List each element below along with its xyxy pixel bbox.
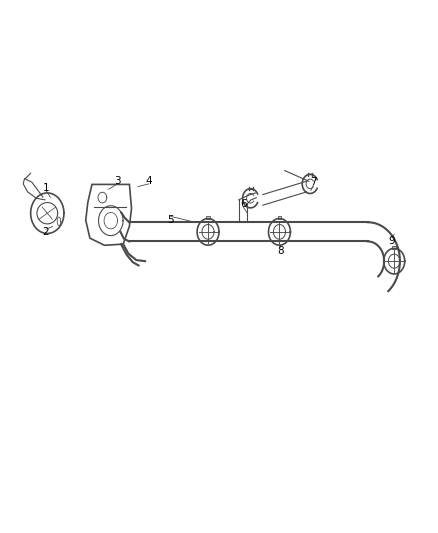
Text: 1: 1	[42, 183, 49, 192]
Text: 7: 7	[310, 177, 317, 187]
Text: 4: 4	[145, 176, 152, 186]
Bar	[206, 216, 210, 220]
Bar	[392, 246, 396, 249]
Text: 2: 2	[42, 227, 49, 237]
Bar	[278, 216, 281, 220]
Text: 3: 3	[114, 176, 121, 186]
Text: 5: 5	[167, 215, 174, 224]
Text: 8: 8	[277, 246, 284, 255]
Text: 9: 9	[389, 236, 396, 246]
Text: 6: 6	[240, 199, 247, 208]
